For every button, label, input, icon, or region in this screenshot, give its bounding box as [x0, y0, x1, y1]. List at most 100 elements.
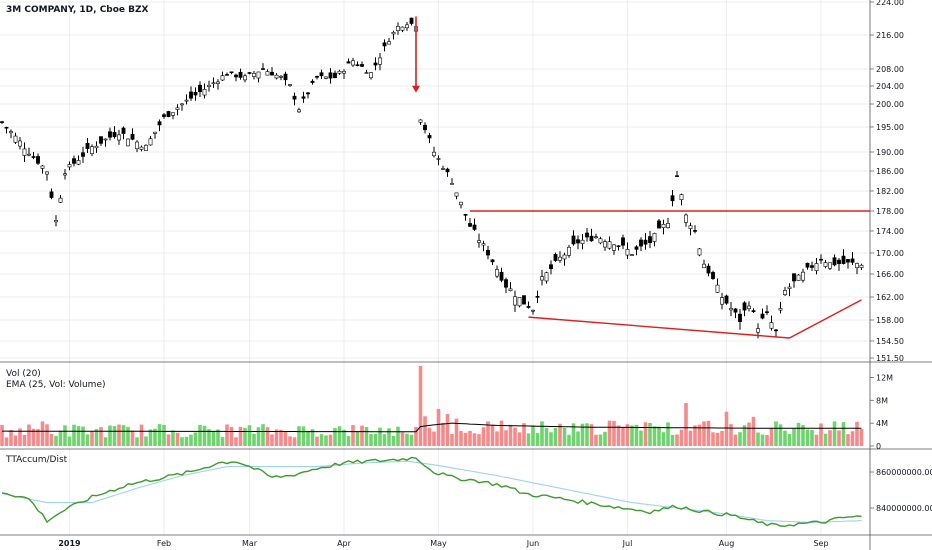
volume-bar-down	[508, 424, 513, 446]
candle-up	[252, 73, 256, 77]
candle-up	[342, 70, 346, 74]
volume-bar-up	[801, 425, 805, 446]
volume-bar-down	[99, 427, 103, 446]
x-axis-label: Sep	[813, 539, 828, 548]
candle-down	[837, 259, 841, 264]
candle-up	[778, 308, 783, 311]
candle-up	[378, 57, 382, 65]
volume-bar-down	[607, 420, 612, 446]
candle-down	[621, 237, 625, 246]
volume-bar-down	[769, 427, 774, 446]
volume-tick-label: 4M	[876, 419, 888, 428]
volume-bar-down	[499, 420, 504, 446]
volume-bar-down	[90, 431, 94, 446]
volume-bar-up	[783, 430, 787, 446]
volume-bar-up	[180, 437, 184, 446]
volume-bar-up	[211, 431, 216, 446]
candle-down	[760, 313, 765, 319]
volume-bar-up	[58, 430, 63, 446]
volume-bar-down	[400, 432, 405, 446]
volume-bar-down	[40, 421, 45, 446]
candle-down	[99, 136, 103, 144]
volume-bar-up	[337, 426, 342, 446]
volume-bar-down	[486, 421, 490, 446]
volume-bar-down	[36, 429, 40, 446]
candle-up	[22, 148, 27, 156]
volume-bar-up	[544, 428, 549, 446]
candle-down	[553, 254, 558, 261]
volume-bar-down	[288, 436, 292, 446]
candle-down	[657, 220, 661, 229]
price-tick-label: 190.00	[876, 148, 904, 157]
candle-up	[702, 263, 706, 269]
candle-up	[666, 223, 670, 229]
volume-bar-up	[342, 429, 346, 446]
volume-bar-up	[121, 425, 126, 446]
candle-up	[562, 254, 567, 260]
candle-up	[828, 262, 832, 269]
volume-bar-down	[274, 429, 279, 446]
volume-bar-up	[580, 423, 585, 446]
volume-bar-down	[166, 434, 171, 446]
candle-down	[121, 127, 126, 134]
volume-bar-up	[171, 430, 175, 446]
candle-down	[850, 258, 855, 263]
volume-bar-down	[814, 434, 819, 446]
volume-bar-up	[108, 425, 112, 446]
volume-bar-down	[819, 423, 823, 446]
candle-up	[153, 131, 157, 134]
candle-down	[589, 235, 594, 242]
volume-bar-down	[733, 434, 738, 446]
volume-bar-up	[396, 426, 400, 446]
candle-down	[504, 279, 508, 288]
volume-bar-up	[652, 426, 657, 446]
volume-bar-up	[297, 426, 301, 446]
candle-down	[463, 214, 468, 216]
candle-up	[729, 308, 733, 311]
candle-down	[306, 92, 310, 95]
candle-up	[256, 71, 261, 79]
volume-bar-down	[468, 430, 472, 446]
price-tick-label: 174.00	[876, 227, 904, 236]
volume-bar-down	[441, 422, 445, 446]
volume-bar-down	[729, 424, 733, 446]
volume-bar-up	[243, 427, 247, 446]
volume-bar-down	[225, 424, 229, 446]
volume-bar-up	[301, 426, 306, 446]
candle-down	[675, 175, 679, 177]
candle-down	[765, 311, 769, 314]
candle-up	[661, 223, 666, 228]
candle-down	[189, 91, 193, 99]
candle-up	[580, 239, 585, 244]
volume-bar-up	[198, 424, 202, 446]
volume-bar-down	[450, 434, 454, 446]
volume-bar-down	[594, 434, 598, 446]
volume-bar-up	[598, 434, 603, 446]
volume-bar-down	[234, 437, 238, 446]
volume-tick-label: 12M	[876, 373, 893, 382]
candle-down	[576, 239, 580, 244]
candle-up	[481, 243, 486, 246]
candle-up	[76, 160, 81, 165]
candle-down	[157, 121, 162, 126]
candle-up	[418, 119, 423, 123]
volume-bar-down	[4, 437, 9, 446]
volume-bar-down	[265, 427, 270, 446]
price-tick-label: 195.00	[876, 123, 904, 132]
oscillator-line	[1, 456, 862, 528]
candle-down	[738, 313, 742, 322]
candle-up	[243, 75, 247, 81]
candle-up	[688, 225, 693, 229]
volume-bar-up	[324, 435, 328, 446]
volume-bar-down	[315, 436, 319, 446]
candle-up	[679, 194, 684, 201]
candle-down	[499, 271, 504, 281]
volume-bar-down	[45, 424, 49, 446]
volume-bar-down	[22, 434, 27, 446]
candle-down	[486, 249, 490, 256]
candle-down	[360, 64, 364, 67]
volume-bar-down	[517, 432, 522, 446]
candle-down	[490, 259, 495, 263]
